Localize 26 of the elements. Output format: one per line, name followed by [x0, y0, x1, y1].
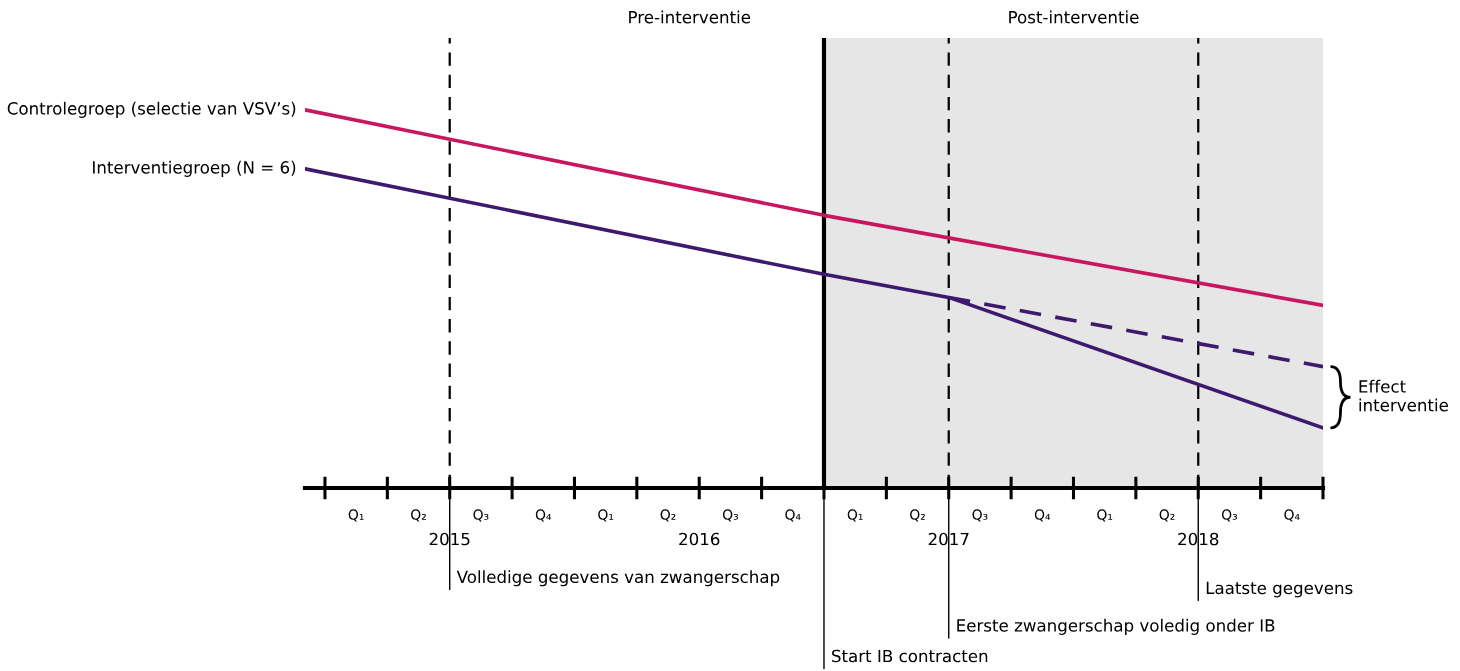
text: Q₁ [598, 509, 614, 522]
ref-line-label: Eerste zwangerschap voledig onder IB [957, 618, 1275, 635]
text: Q₃ [972, 509, 988, 522]
text: Q₃ [473, 509, 489, 522]
text: Q₄ [1284, 509, 1300, 522]
ref-line-label: Volledige gegevens van zwangerschap [456, 570, 780, 587]
text: Q₃ [722, 509, 738, 522]
text: Q₂ [910, 509, 925, 522]
text: Q₁ [847, 509, 863, 522]
text: Q₄ [785, 509, 801, 522]
series-label: Controlegroep (selectie van VSV’s) [7, 101, 296, 118]
text: Effect interventie [1359, 379, 1448, 412]
series-label: Interventiegroep (N = 6) [93, 160, 296, 177]
text: Q₃ [1221, 509, 1237, 522]
text: Q₂ [411, 509, 426, 522]
text: Q₄ [1034, 509, 1051, 522]
text: Q₂ [660, 509, 676, 522]
band-label: Post-interventie [1009, 10, 1139, 24]
text: Q₁ [1097, 509, 1113, 522]
text: Q₂ [1159, 509, 1175, 522]
text: Q₄ [535, 509, 552, 522]
ref-line-label: Laatste gegevens [1206, 581, 1353, 598]
text: Q₁ [348, 509, 364, 522]
x-tick-label: 2016 [679, 532, 720, 546]
ref-line-label: Start IB contracten [832, 649, 988, 663]
text: Pre-interventie [629, 10, 751, 24]
